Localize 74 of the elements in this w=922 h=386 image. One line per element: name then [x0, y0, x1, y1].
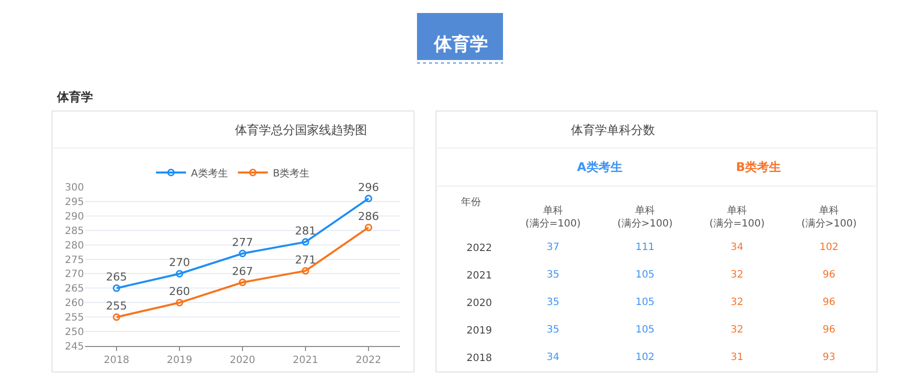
data-label: 34 [730, 242, 744, 253]
data-label: 105 [635, 269, 655, 280]
data-label: 35 [546, 324, 560, 336]
data-label: 267 [232, 264, 253, 278]
y-tick-label: 250 [64, 327, 84, 338]
data-label: 260 [169, 285, 190, 298]
legend-label: B类考生 [272, 167, 310, 180]
data-label: 32 [730, 324, 744, 336]
y-tick-label: 295 [64, 196, 84, 208]
data-label: 96 [822, 269, 836, 280]
text: A类考生 [577, 160, 622, 174]
data-label: 32 [730, 296, 744, 308]
data-label: 96 [822, 296, 836, 308]
point [112, 284, 120, 292]
x-tick-label: 2021 [292, 355, 318, 366]
point [176, 270, 184, 278]
point [112, 313, 120, 321]
chart-title: 体育学单科分数 [571, 123, 655, 137]
x-tick-label: 2020 [230, 355, 256, 366]
y-tick-label: 265 [64, 284, 84, 295]
y-tick-label: 2022 [466, 242, 492, 254]
data-label: 37 [546, 242, 560, 253]
y-tick-label: 280 [64, 240, 84, 252]
point [176, 298, 184, 306]
data-label: 277 [232, 236, 253, 249]
text: 体育学 [56, 90, 93, 104]
data-label: 286 [358, 210, 379, 223]
y-tick-label: 285 [64, 226, 84, 237]
text: B类考生 [736, 160, 782, 174]
y-tick-label: 245 [64, 342, 84, 352]
point [238, 278, 246, 286]
data-label: 35 [546, 269, 560, 280]
chart-title: 体育学总分国家线趋势图 [235, 123, 367, 137]
legend-label: A类考生 [191, 167, 228, 180]
x-tick-label: 2022 [356, 355, 382, 366]
point [364, 194, 372, 202]
data-label: 271 [295, 253, 316, 266]
x-tick-label: 单科 (满分=100) [709, 204, 765, 230]
point [302, 238, 310, 246]
x-tick-label: 单科 (满分=100) [525, 204, 581, 230]
data-label: 35 [546, 296, 560, 308]
x-tick-label: 单科 (满分>100) [801, 204, 857, 230]
y-tick-label: 260 [64, 298, 84, 310]
data-label: 32 [730, 269, 744, 280]
data-label: 31 [730, 352, 744, 363]
y-tick-label: 290 [64, 211, 84, 222]
y-tick-label: 2021 [466, 270, 492, 282]
data-label: 105 [635, 296, 655, 308]
point [364, 224, 372, 232]
data-label: 111 [635, 242, 655, 253]
y-tick-label: 2019 [466, 325, 492, 336]
data-label: 105 [635, 324, 655, 336]
data-label: 296 [358, 181, 379, 194]
text: 体育学 [433, 33, 488, 55]
data-label: 270 [169, 256, 190, 270]
data-label: 102 [635, 352, 655, 363]
y-tick-label: 275 [64, 254, 84, 266]
data-label: 102 [819, 242, 839, 253]
y-axis-title: 年份 [461, 196, 481, 208]
data-label: 34 [546, 352, 560, 363]
y-tick-label: 270 [64, 269, 84, 280]
x-tick-label: 单科 (满分>100) [617, 204, 673, 230]
data-label: 281 [295, 224, 316, 238]
y-tick-label: 300 [64, 182, 84, 194]
data-label: 96 [822, 324, 836, 336]
x-tick-label: 2018 [104, 355, 130, 366]
y-tick-label: 2020 [466, 298, 492, 309]
data-label: 265 [106, 270, 127, 284]
y-tick-label: 255 [64, 312, 84, 324]
data-label: 255 [106, 300, 127, 313]
data-label: 93 [822, 352, 836, 363]
point [302, 267, 310, 275]
x-tick-label: 2019 [166, 355, 192, 366]
point [238, 250, 246, 258]
